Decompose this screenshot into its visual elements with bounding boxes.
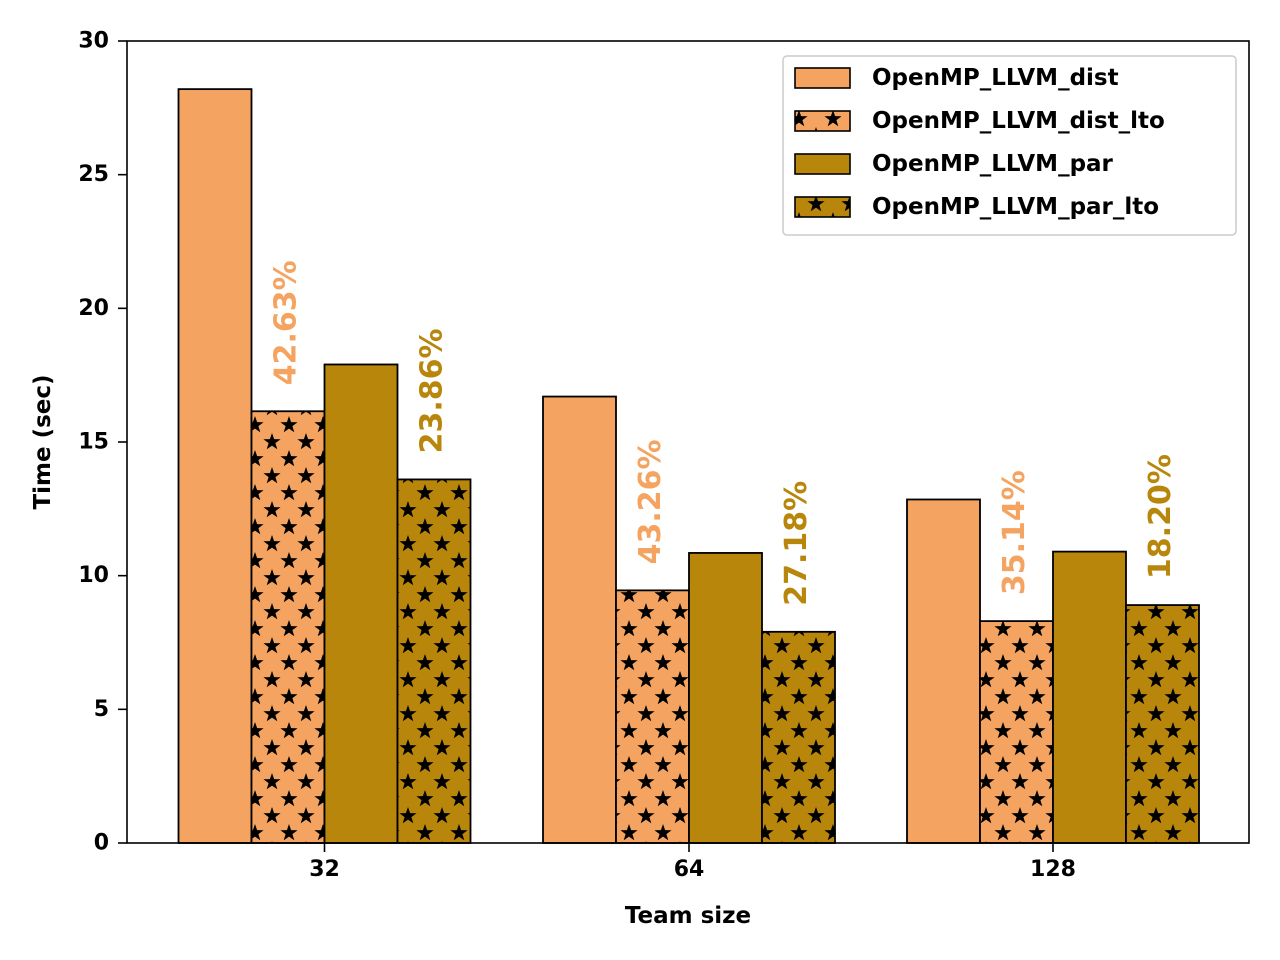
legend-label-openmp-llvm-dist-lto: OpenMP_LLVM_dist_lto: [872, 108, 1165, 134]
legend-swatch-openmp-llvm-dist-lto: [794, 110, 851, 132]
y-tick-label-20: 20: [78, 296, 109, 321]
bar-openmp-llvm-par-lto-32: [396, 478, 472, 844]
legend-frame: [782, 55, 1237, 236]
pct-label-128-openmp-llvm-par-lto: 18.20%: [1143, 454, 1178, 579]
y-tick-label-10: 10: [78, 563, 109, 588]
y-axis-title: Time (sec): [30, 374, 56, 509]
bar-openmp-llvm-par-128: [1052, 550, 1127, 844]
y-tick-label-25: 25: [78, 162, 109, 187]
bar-openmp-llvm-dist-64: [542, 395, 617, 844]
bar-openmp-llvm-par-lto-128: [1125, 604, 1200, 844]
x-tick-label-64: 64: [674, 857, 705, 882]
pct-label-64-openmp-llvm-dist-lto: 43.26%: [633, 439, 668, 564]
bars-group: [177, 88, 1200, 844]
y-axis: 0 5 10 15 20 25 30: [78, 29, 127, 856]
legend-swatch-openmp-llvm-par: [794, 153, 851, 175]
pct-label-64-openmp-llvm-par-lto: 27.18%: [779, 481, 814, 606]
bar-openmp-llvm-dist-lto-32: [250, 410, 326, 844]
legend-swatch-openmp-llvm-dist: [794, 67, 851, 89]
bar-openmp-llvm-par-32: [323, 363, 399, 844]
x-tick-label-32: 32: [309, 857, 340, 882]
x-tick-label-128: 128: [1030, 857, 1076, 882]
legend-label-openmp-llvm-par-lto: OpenMP_LLVM_par_lto: [872, 194, 1159, 220]
y-tick-label-30: 30: [78, 29, 109, 54]
bar-openmp-llvm-dist-32: [177, 88, 253, 844]
bar-openmp-llvm-dist-lto-128: [979, 620, 1054, 844]
y-tick-label-15: 15: [78, 430, 109, 455]
x-axis: 32 64 128: [309, 843, 1076, 882]
y-tick-label-0: 0: [94, 831, 109, 856]
annotations-group: 42.63% 23.86% 43.26% 27.18% 35.14% 18.20%: [269, 260, 1179, 606]
legend-label-openmp-llvm-dist: OpenMP_LLVM_dist: [872, 65, 1119, 91]
bar-openmp-llvm-dist-128: [906, 498, 981, 844]
bar-openmp-llvm-dist-lto-64: [615, 589, 690, 844]
legend-label-openmp-llvm-par: OpenMP_LLVM_par: [872, 151, 1114, 177]
legend: OpenMP_LLVM_dist OpenMP_LLVM_dist_lto Open…: [782, 55, 1237, 236]
bar-openmp-llvm-par-64: [688, 552, 763, 844]
bar-openmp-llvm-par-lto-64: [761, 630, 836, 844]
pct-label-32-openmp-llvm-dist-lto: 42.63%: [269, 260, 304, 385]
pct-label-32-openmp-llvm-par-lto: 23.86%: [415, 328, 450, 453]
pct-label-128-openmp-llvm-dist-lto: 35.14%: [997, 470, 1032, 595]
x-axis-title: Team size: [625, 903, 751, 929]
legend-swatch-openmp-llvm-par-lto: [794, 196, 851, 218]
y-tick-label-5: 5: [94, 697, 109, 722]
